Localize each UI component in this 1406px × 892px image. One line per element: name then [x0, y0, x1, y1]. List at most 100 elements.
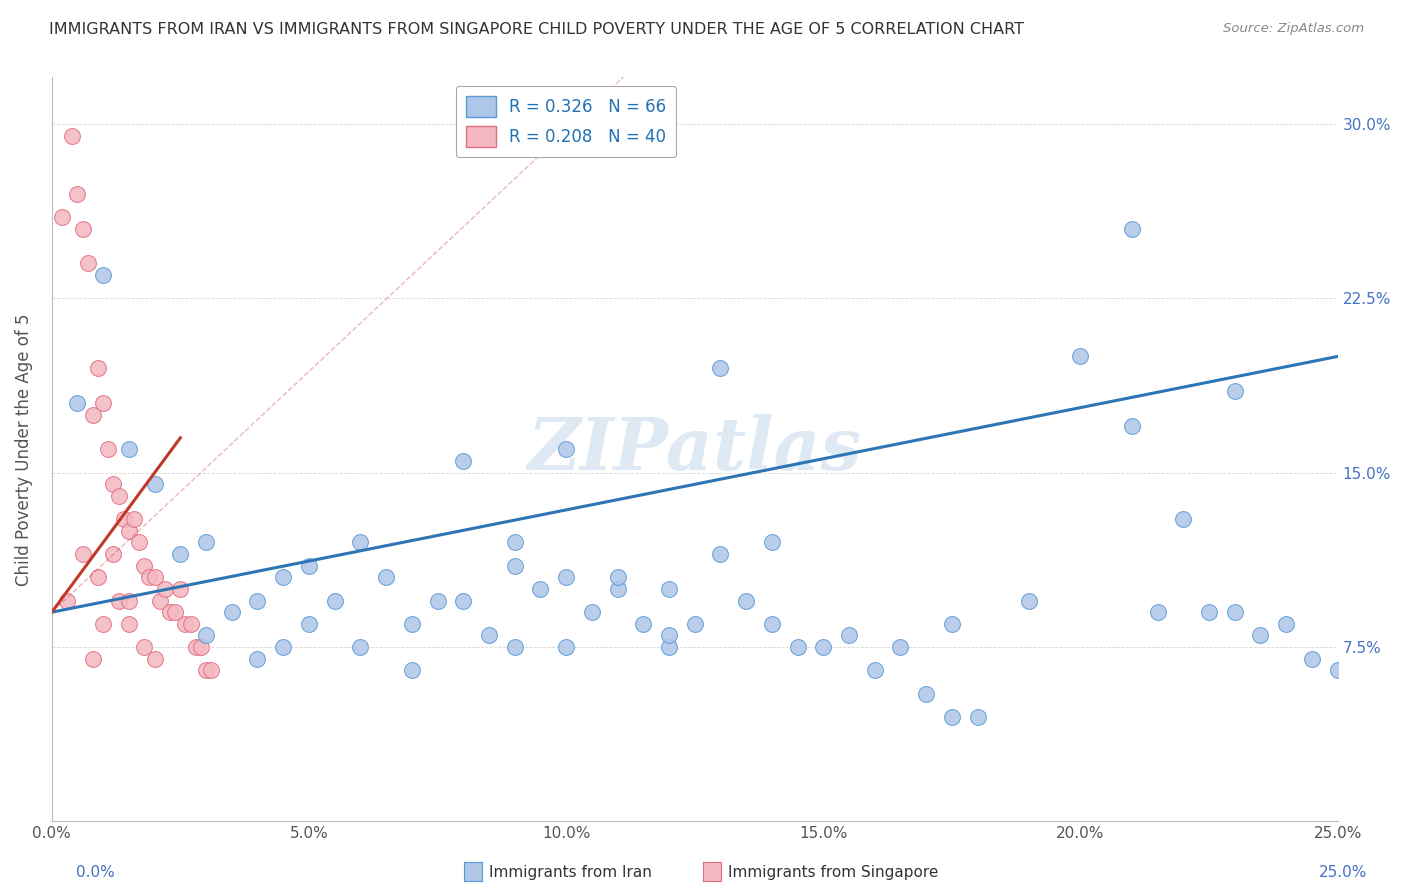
Point — [87, 570, 110, 584]
Point — [683, 616, 706, 631]
Point — [941, 616, 963, 631]
Y-axis label: Child Poverty Under the Age of 5: Child Poverty Under the Age of 5 — [15, 313, 32, 586]
Point — [97, 442, 120, 457]
Point — [195, 628, 218, 642]
Point — [401, 663, 423, 677]
Point — [1198, 605, 1220, 619]
Point — [889, 640, 911, 654]
Point — [112, 512, 135, 526]
Text: 0.0%: 0.0% — [76, 865, 115, 880]
Point — [246, 593, 269, 607]
Point — [60, 128, 83, 143]
Point — [735, 593, 758, 607]
Point — [169, 547, 191, 561]
Point — [349, 535, 371, 549]
Point — [298, 558, 321, 573]
Point — [451, 593, 474, 607]
Point — [82, 408, 104, 422]
Point — [128, 535, 150, 549]
Point — [103, 547, 125, 561]
Point — [786, 640, 808, 654]
Point — [87, 361, 110, 376]
Legend: R = 0.326   N = 66, R = 0.208   N = 40: R = 0.326 N = 66, R = 0.208 N = 40 — [456, 86, 676, 157]
Point — [190, 640, 212, 654]
Point — [91, 616, 114, 631]
Point — [1301, 651, 1323, 665]
Point — [82, 651, 104, 665]
Point — [51, 210, 73, 224]
Point — [709, 361, 731, 376]
Point — [761, 616, 783, 631]
Point — [349, 640, 371, 654]
Point — [1121, 419, 1143, 434]
Point — [91, 268, 114, 282]
Point — [143, 477, 166, 491]
Point — [1223, 384, 1246, 399]
Point — [103, 477, 125, 491]
Point — [66, 186, 89, 201]
Point — [122, 512, 145, 526]
Point — [107, 593, 129, 607]
Point — [72, 221, 94, 235]
Point — [159, 605, 181, 619]
Point — [298, 616, 321, 631]
Point — [1018, 593, 1040, 607]
Point — [134, 640, 156, 654]
Text: Immigrants from Singapore: Immigrants from Singapore — [728, 865, 939, 880]
Point — [1275, 616, 1298, 631]
Point — [503, 640, 526, 654]
Point — [375, 570, 398, 584]
Point — [503, 558, 526, 573]
Point — [174, 616, 197, 631]
Point — [606, 570, 628, 584]
Point — [1223, 605, 1246, 619]
Point — [56, 593, 79, 607]
Point — [153, 582, 176, 596]
Point — [118, 593, 141, 607]
Point — [72, 547, 94, 561]
Point — [107, 489, 129, 503]
Point — [138, 570, 160, 584]
Point — [76, 256, 98, 270]
Point — [658, 582, 681, 596]
Point — [118, 616, 141, 631]
Point — [555, 442, 578, 457]
Point — [555, 640, 578, 654]
Point — [200, 663, 222, 677]
Point — [451, 454, 474, 468]
Point — [478, 628, 501, 642]
Point — [813, 640, 835, 654]
Point — [323, 593, 346, 607]
Point — [633, 616, 655, 631]
Point — [143, 570, 166, 584]
Point — [118, 524, 141, 538]
Point — [503, 535, 526, 549]
Point — [581, 605, 603, 619]
Point — [195, 663, 218, 677]
Point — [271, 640, 294, 654]
Point — [966, 710, 988, 724]
Point — [180, 616, 202, 631]
Point — [1146, 605, 1168, 619]
Text: IMMIGRANTS FROM IRAN VS IMMIGRANTS FROM SINGAPORE CHILD POVERTY UNDER THE AGE OF: IMMIGRANTS FROM IRAN VS IMMIGRANTS FROM … — [49, 22, 1024, 37]
Point — [426, 593, 449, 607]
Point — [606, 582, 628, 596]
Point — [165, 605, 187, 619]
Point — [915, 687, 938, 701]
Point — [118, 442, 141, 457]
Point — [143, 651, 166, 665]
Point — [221, 605, 243, 619]
Point — [1173, 512, 1195, 526]
Text: 25.0%: 25.0% — [1319, 865, 1367, 880]
Point — [401, 616, 423, 631]
Text: Immigrants from Iran: Immigrants from Iran — [489, 865, 652, 880]
Point — [1250, 628, 1272, 642]
Point — [658, 628, 681, 642]
Point — [529, 582, 551, 596]
Point — [184, 640, 207, 654]
Point — [1326, 663, 1348, 677]
Point — [761, 535, 783, 549]
Text: Source: ZipAtlas.com: Source: ZipAtlas.com — [1223, 22, 1364, 36]
Point — [246, 651, 269, 665]
Point — [169, 582, 191, 596]
